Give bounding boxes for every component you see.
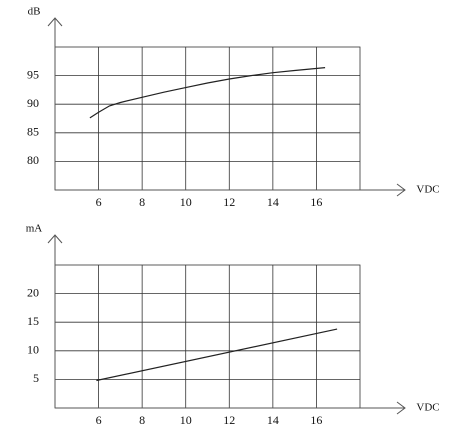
x-tick-label: 12 [223,413,235,427]
plot-frame [54,264,361,409]
x-tick-label: 6 [96,413,102,427]
y-axis-label: dB [28,6,41,18]
y-tick-label: 95 [27,67,39,81]
x-tick-label: 8 [139,195,145,209]
x-axis [55,401,406,415]
x-tick-label: 14 [267,413,279,427]
x-tick-label: 10 [180,413,192,427]
x-axis-label: VDC [416,184,439,196]
data-line [96,328,338,382]
x-tick-label: 8 [139,413,145,427]
y-tick-label: 20 [27,285,39,299]
x-axis-label: VDC [416,402,439,414]
x-tick-label: 14 [267,195,279,209]
data-line [89,67,326,119]
x-tick-label: 16 [310,195,322,209]
y-axis-label: mA [26,223,43,235]
x-axis [55,183,406,197]
x-tick-label: 16 [310,413,322,427]
y-tick-label: 15 [27,314,39,328]
x-tick-label: 12 [223,195,235,209]
y-tick-label: 85 [27,125,39,139]
y-tick-label: 90 [27,96,39,110]
y-axis [47,17,63,190]
y-tick-label: 80 [27,153,39,167]
y-tick-label: 5 [33,371,39,385]
y-axis [47,234,63,408]
x-tick-label: 6 [96,195,102,209]
y-tick-label: 10 [27,343,39,357]
x-tick-label: 10 [180,195,192,209]
